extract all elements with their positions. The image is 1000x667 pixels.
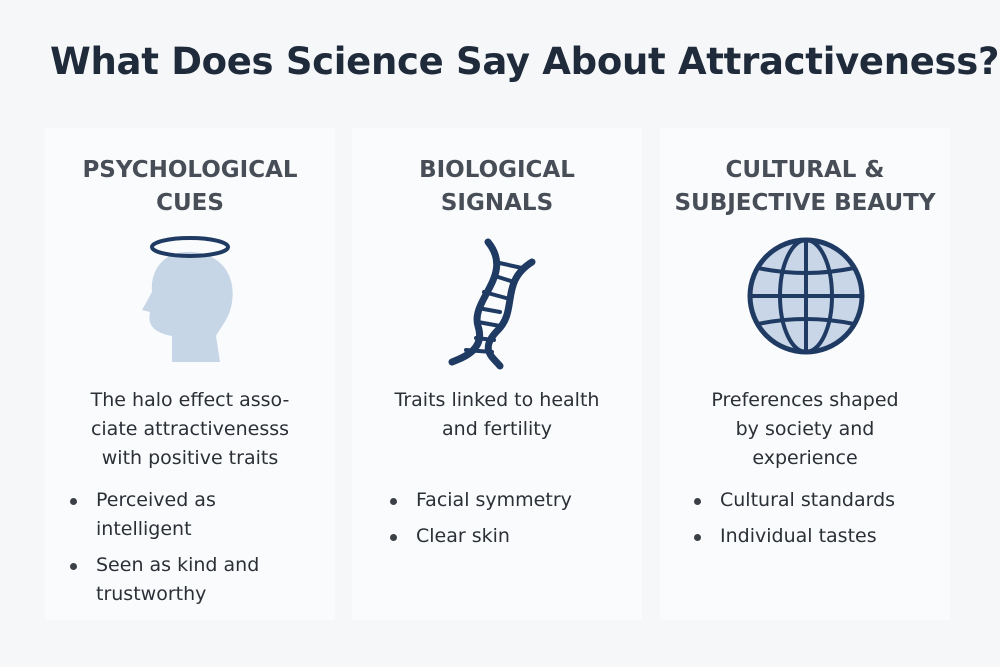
bullet: Perceived as intelligent	[70, 486, 310, 544]
card-heading: CULTURAL & SUBJECTIVE BEAUTY	[660, 154, 950, 220]
bullet-list: Cultural standards Individual tastes	[694, 486, 934, 558]
description-line: with positive traits	[101, 447, 279, 469]
heading-line: SIGNALS	[440, 190, 554, 216]
card: CULTURAL & SUBJECTIVE BEAUTY Preferences…	[660, 128, 950, 620]
globe-icon	[747, 237, 865, 355]
card-description: Traits linked to health and fertility	[352, 386, 642, 444]
card: BIOLOGICAL SIGNALS Traits linked to heal…	[352, 128, 642, 620]
card-description: Preferences shaped by society and experi…	[660, 386, 950, 473]
bullet-list: Perceived as intelligent Seen as kind an…	[70, 486, 310, 616]
card-heading: BIOLOGICAL SIGNALS	[352, 154, 642, 220]
bullet: Individual tastes	[694, 522, 934, 551]
description-line: Preferences shaped	[711, 389, 899, 411]
head-icon	[142, 236, 233, 362]
bullet-list: Facial symmetry Clear skin	[390, 486, 630, 558]
description-line: and fertility	[442, 418, 552, 440]
card-description: The halo effect asso- ciate attractivene…	[45, 386, 335, 473]
heading-line: SUBJECTIVE BEAUTY	[674, 190, 936, 216]
description-line: experience	[752, 447, 858, 469]
heading-line: BIOLOGICAL	[419, 157, 575, 183]
description-line: The halo effect asso-	[90, 389, 290, 411]
page-title: What Does Science Say About Attractivene…	[50, 40, 1000, 83]
card-heading: PSYCHOLOGICAL CUES	[45, 154, 335, 220]
heading-line: PSYCHOLOGICAL	[82, 157, 298, 183]
description-line: ciate attractivenesss	[90, 418, 290, 440]
bullet: Facial symmetry	[390, 486, 630, 515]
heading-line: CUES	[156, 190, 224, 216]
description-line: by society and	[735, 418, 875, 440]
bullet: Seen as kind and trustworthy	[70, 551, 310, 609]
description-line: Traits linked to health	[394, 389, 600, 411]
dna-icon	[448, 238, 536, 370]
bullet: Cultural standards	[694, 486, 934, 515]
card: PSYCHOLOGICAL CUES The halo effect asso-…	[45, 128, 335, 620]
heading-line: CULTURAL &	[725, 157, 885, 183]
bullet: Clear skin	[390, 522, 630, 551]
